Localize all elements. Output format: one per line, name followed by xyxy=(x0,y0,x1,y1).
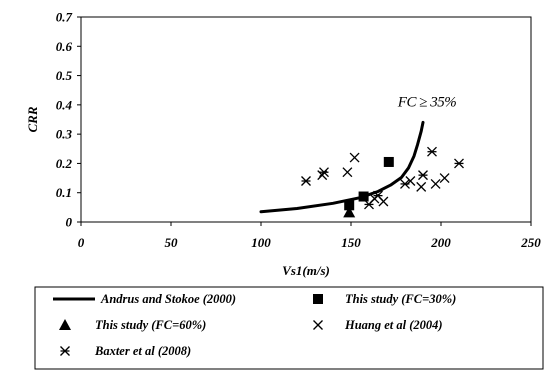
legend-box xyxy=(34,286,544,370)
x-tick-label: 150 xyxy=(341,235,361,250)
data-point-baxter-et-al-2008 xyxy=(454,158,464,169)
x-tick-label: 200 xyxy=(430,235,451,250)
x-tick-label: 250 xyxy=(520,235,541,250)
x-stroke xyxy=(313,320,323,330)
legend-item-this-study-fc-30: This study (FC=30%) xyxy=(313,292,456,306)
axes xyxy=(77,16,532,226)
data-point-baxter-et-al-2008 xyxy=(400,178,410,189)
y-tick-label: 0.1 xyxy=(56,185,72,200)
legend-marker-swatch xyxy=(313,320,323,330)
data-point-baxter-et-al-2008 xyxy=(364,199,374,210)
data-point-baxter-et-al-2008 xyxy=(427,146,437,157)
x-stroke xyxy=(439,173,450,184)
legend-label: Huang et al (2004) xyxy=(344,318,443,332)
legend-item-huang-et-al-2004: Huang et al (2004) xyxy=(313,318,443,332)
legend-label: Andrus and Stokoe (2000) xyxy=(100,292,236,306)
data-point-this-study-fc-30 xyxy=(344,200,355,211)
y-axis-title: CRR xyxy=(25,106,40,132)
y-tick-label: 0.4 xyxy=(56,97,73,112)
x-axis-title: Vs1(m/s) xyxy=(282,263,330,278)
data-point-huang-et-al-2004 xyxy=(342,167,353,178)
legend-label: This study (FC=30%) xyxy=(345,292,456,306)
legend-label: Baxter et al (2008) xyxy=(94,344,191,358)
legend: Andrus and Stokoe (2000) This study (FC=3… xyxy=(34,286,544,370)
x-tick-label: 0 xyxy=(78,235,85,250)
data-point-baxter-et-al-2008 xyxy=(373,190,383,201)
data-point-huang-et-al-2004 xyxy=(430,178,441,189)
data-point-huang-et-al-2004 xyxy=(349,152,360,163)
y-tick-label: 0 xyxy=(66,215,73,230)
plot-area xyxy=(259,120,464,218)
data-point-baxter-et-al-2008 xyxy=(301,176,311,186)
x-stroke xyxy=(430,178,441,189)
data-point-huang-et-al-2004 xyxy=(416,181,427,192)
fc-annotation: FC ≥ 35% xyxy=(397,94,456,110)
data-point-baxter-et-al-2008 xyxy=(319,167,329,178)
x-stroke xyxy=(416,181,427,192)
legend-item-baxter-et-al-2008: Baxter et al (2008) xyxy=(60,344,191,358)
series-line-andrus-and-stokoe-2000 xyxy=(259,120,425,214)
x-tick-label: 50 xyxy=(165,235,179,250)
legend-item-this-study-fc-60: This study (FC=60%) xyxy=(59,318,206,332)
data-point-this-study-fc-60 xyxy=(343,206,356,218)
x-stroke xyxy=(349,152,360,163)
data-point-huang-et-al-2004 xyxy=(439,173,450,184)
tick-labels: 0 0.1 0.2 0.3 0.4 0.5 0.6 0.7 0 50 100 150 200 250 xyxy=(56,10,542,251)
x-stroke xyxy=(342,167,353,178)
y-tick-label: 0.3 xyxy=(56,127,73,142)
legend-marker-swatch xyxy=(313,294,323,304)
legend-marker-swatch xyxy=(60,346,70,356)
x-tick-label: 100 xyxy=(251,235,271,250)
data-point-baxter-et-al-2008 xyxy=(418,170,428,181)
y-tick-label: 0.7 xyxy=(56,10,73,25)
legend-item-andrus-and-stokoe-2000: Andrus and Stokoe (2000) xyxy=(53,292,236,306)
legend-marker-swatch xyxy=(59,319,71,330)
legend-label: This study (FC=60%) xyxy=(95,318,206,332)
y-tick-label: 0.6 xyxy=(56,39,73,54)
y-tick-label: 0.2 xyxy=(56,156,73,171)
plot-frame xyxy=(80,16,532,223)
x-stroke xyxy=(378,196,389,207)
y-tick-label: 0.5 xyxy=(56,68,73,83)
data-point-this-study-fc-30 xyxy=(383,156,394,167)
data-point-this-study-fc-30 xyxy=(358,191,369,202)
